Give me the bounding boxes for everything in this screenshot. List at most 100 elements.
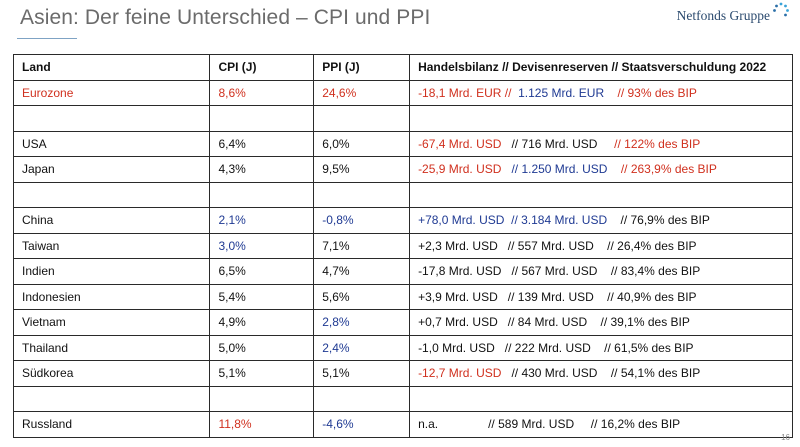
table-row: Südkorea 5,1% 5,1% -12,7 Mrd. USD // 430… — [12, 360, 793, 387]
table-row: China 2,1% -0,8% +78,0 Mrd. USD // 3.184… — [12, 207, 793, 234]
cell-handelsbilanz: -18,1 Mrd. EUR // — [418, 85, 512, 100]
cell-cpi: 5,0% — [209, 334, 315, 361]
table-row: USA 6,4% 6,0% -67,4 Mrd. USD // 716 Mrd.… — [12, 130, 793, 157]
cell-ppi: -4,6% — [313, 411, 411, 438]
cell-ppi: 5,6% — [313, 283, 411, 310]
header-cpi: CPI (J) — [209, 54, 315, 81]
cell-ppi: 24,6% — [313, 79, 411, 106]
cell-trade: +3,9 Mrd. USD // 139 Mrd. USD // 40,9% d… — [409, 283, 793, 310]
cell-devisenreserven: // 557 Mrd. USD — [507, 238, 594, 253]
cell-trade: +0,7 Mrd. USD // 84 Mrd. USD // 39,1% de… — [409, 309, 793, 336]
table-row: Indien 6,5% 4,7% -17,8 Mrd. USD // 567 M… — [12, 258, 793, 285]
cell-trade: -25,9 Mrd. USD // 1.250 Mrd. USD // 263,… — [409, 156, 793, 183]
cell-trade: -67,4 Mrd. USD // 716 Mrd. USD // 122% d… — [409, 130, 793, 157]
cell-devisenreserven: // 589 Mrd. USD — [488, 417, 575, 432]
page-title: Asien: Der feine Unterschied – CPI und P… — [20, 6, 431, 29]
header-ppi: PPI (J) — [313, 54, 411, 81]
cell-devisenreserven: // 3.184 Mrd. USD — [511, 213, 608, 228]
cell-staatsverschuldung: // 263,9% des BIP — [620, 162, 717, 177]
cell-handelsbilanz: -17,8 Mrd. USD — [418, 264, 502, 279]
header-trade: Handelsbilanz // Devisenreserven // Staa… — [409, 54, 793, 81]
cell-ppi: -0,8% — [313, 207, 411, 234]
cell-ppi: 9,5% — [313, 156, 411, 183]
cell-devisenreserven: // 1.250 Mrd. USD — [511, 162, 608, 177]
cell-devisenreserven: // 430 Mrd. USD — [511, 366, 598, 381]
cell-ppi: 6,0% — [313, 130, 411, 157]
cell-cpi: 5,4% — [209, 283, 315, 310]
spacer-row — [12, 181, 793, 208]
table-header-row: Land CPI (J) PPI (J) Handelsbilanz // De… — [12, 54, 793, 81]
spacer-row — [12, 105, 793, 132]
cell-staatsverschuldung: // 93% des BIP — [617, 85, 697, 100]
cell-devisenreserven: 1.125 Mrd. EUR — [518, 85, 605, 100]
cell-land: Thailand — [12, 334, 211, 361]
table-row: Indonesien 5,4% 5,6% +3,9 Mrd. USD // 13… — [12, 283, 793, 310]
table-row: Japan 4,3% 9,5% -25,9 Mrd. USD // 1.250 … — [12, 156, 793, 183]
cell-cpi: 6,4% — [209, 130, 315, 157]
cell-staatsverschuldung: // 61,5% des BIP — [604, 340, 694, 355]
cell-land: USA — [12, 130, 211, 157]
header-land: Land — [12, 54, 211, 81]
table-row: Eurozone 8,6% 24,6% -18,1 Mrd. EUR // 1.… — [12, 79, 793, 106]
cell-staatsverschuldung: // 76,9% des BIP — [620, 213, 710, 228]
cell-land: Indien — [12, 258, 211, 285]
cell-ppi: 5,1% — [313, 360, 411, 387]
cell-staatsverschuldung: // 26,4% des BIP — [607, 238, 697, 253]
cell-cpi: 11,8% — [209, 411, 315, 438]
cell-ppi: 4,7% — [313, 258, 411, 285]
title-underline — [17, 38, 77, 39]
cell-staatsverschuldung: // 16,2% des BIP — [590, 417, 681, 432]
comparison-table: Land CPI (J) PPI (J) Handelsbilanz // De… — [12, 54, 793, 438]
table-row: Taiwan 3,0% 7,1% +2,3 Mrd. USD // 557 Mr… — [12, 232, 793, 259]
table-row: Russland 11,8% -4,6% n.a. // 589 Mrd. US… — [12, 411, 793, 438]
cell-land: Südkorea — [12, 360, 211, 387]
cell-devisenreserven: // 567 Mrd. USD — [511, 264, 598, 279]
cell-land: Eurozone — [12, 79, 211, 106]
cell-ppi: 7,1% — [313, 232, 411, 259]
cell-cpi: 8,6% — [209, 79, 315, 106]
cell-handelsbilanz: n.a. — [418, 417, 439, 432]
cell-devisenreserven: // 139 Mrd. USD — [507, 289, 594, 304]
cell-ppi: 2,4% — [313, 334, 411, 361]
cell-trade: +2,3 Mrd. USD // 557 Mrd. USD // 26,4% d… — [409, 232, 793, 259]
cell-staatsverschuldung: // 83,4% des BIP — [610, 264, 701, 279]
cell-land: Indonesien — [12, 283, 211, 310]
cell-land: China — [12, 207, 211, 234]
cell-land: Taiwan — [12, 232, 211, 259]
cell-cpi: 2,1% — [209, 207, 315, 234]
cell-trade: -17,8 Mrd. USD // 567 Mrd. USD // 83,4% … — [409, 258, 793, 285]
cell-handelsbilanz: -12,7 Mrd. USD — [418, 366, 502, 381]
cell-staatsverschuldung: // 39,1% des BIP — [600, 315, 690, 330]
cell-handelsbilanz: +2,3 Mrd. USD — [418, 238, 498, 253]
cell-land: Russland — [12, 411, 211, 438]
cell-devisenreserven: // 84 Mrd. USD — [507, 315, 588, 330]
table-row: Vietnam 4,9% 2,8% +0,7 Mrd. USD // 84 Mr… — [12, 309, 793, 336]
cell-cpi: 5,1% — [209, 360, 315, 387]
cell-staatsverschuldung: // 54,1% des BIP — [610, 366, 701, 381]
cell-devisenreserven: // 222 Mrd. USD — [504, 340, 591, 355]
cell-trade: -1,0 Mrd. USD // 222 Mrd. USD // 61,5% d… — [409, 334, 793, 361]
cell-land: Japan — [12, 156, 211, 183]
cell-ppi: 2,8% — [313, 309, 411, 336]
cell-staatsverschuldung: // 122% des BIP — [614, 136, 701, 151]
brand-logo-icon — [772, 2, 790, 27]
brand-name: Netfonds Gruppe — [676, 8, 770, 23]
cell-trade: n.a. // 589 Mrd. USD // 16,2% des BIP — [409, 411, 793, 438]
cell-staatsverschuldung: // 40,9% des BIP — [607, 289, 697, 304]
cell-trade: -18,1 Mrd. EUR // 1.125 Mrd. EUR // 93% … — [409, 79, 793, 106]
cell-handelsbilanz: -25,9 Mrd. USD — [418, 162, 502, 177]
cell-trade: +78,0 Mrd. USD // 3.184 Mrd. USD // 76,9… — [409, 207, 793, 234]
cell-handelsbilanz: +3,9 Mrd. USD — [418, 289, 498, 304]
cell-devisenreserven: // 716 Mrd. USD — [511, 136, 598, 151]
cell-handelsbilanz: +78,0 Mrd. USD — [418, 213, 505, 228]
cell-cpi: 3,0% — [209, 232, 315, 259]
cell-trade: -12,7 Mrd. USD // 430 Mrd. USD // 54,1% … — [409, 360, 793, 387]
cell-land: Vietnam — [12, 309, 211, 336]
cell-handelsbilanz: +0,7 Mrd. USD — [418, 315, 498, 330]
cell-cpi: 6,5% — [209, 258, 315, 285]
cell-cpi: 4,3% — [209, 156, 315, 183]
spacer-row — [12, 385, 793, 412]
page-number: 16 — [781, 433, 790, 442]
table-row: Thailand 5,0% 2,4% -1,0 Mrd. USD // 222 … — [12, 334, 793, 361]
cell-handelsbilanz: -67,4 Mrd. USD — [418, 136, 502, 151]
